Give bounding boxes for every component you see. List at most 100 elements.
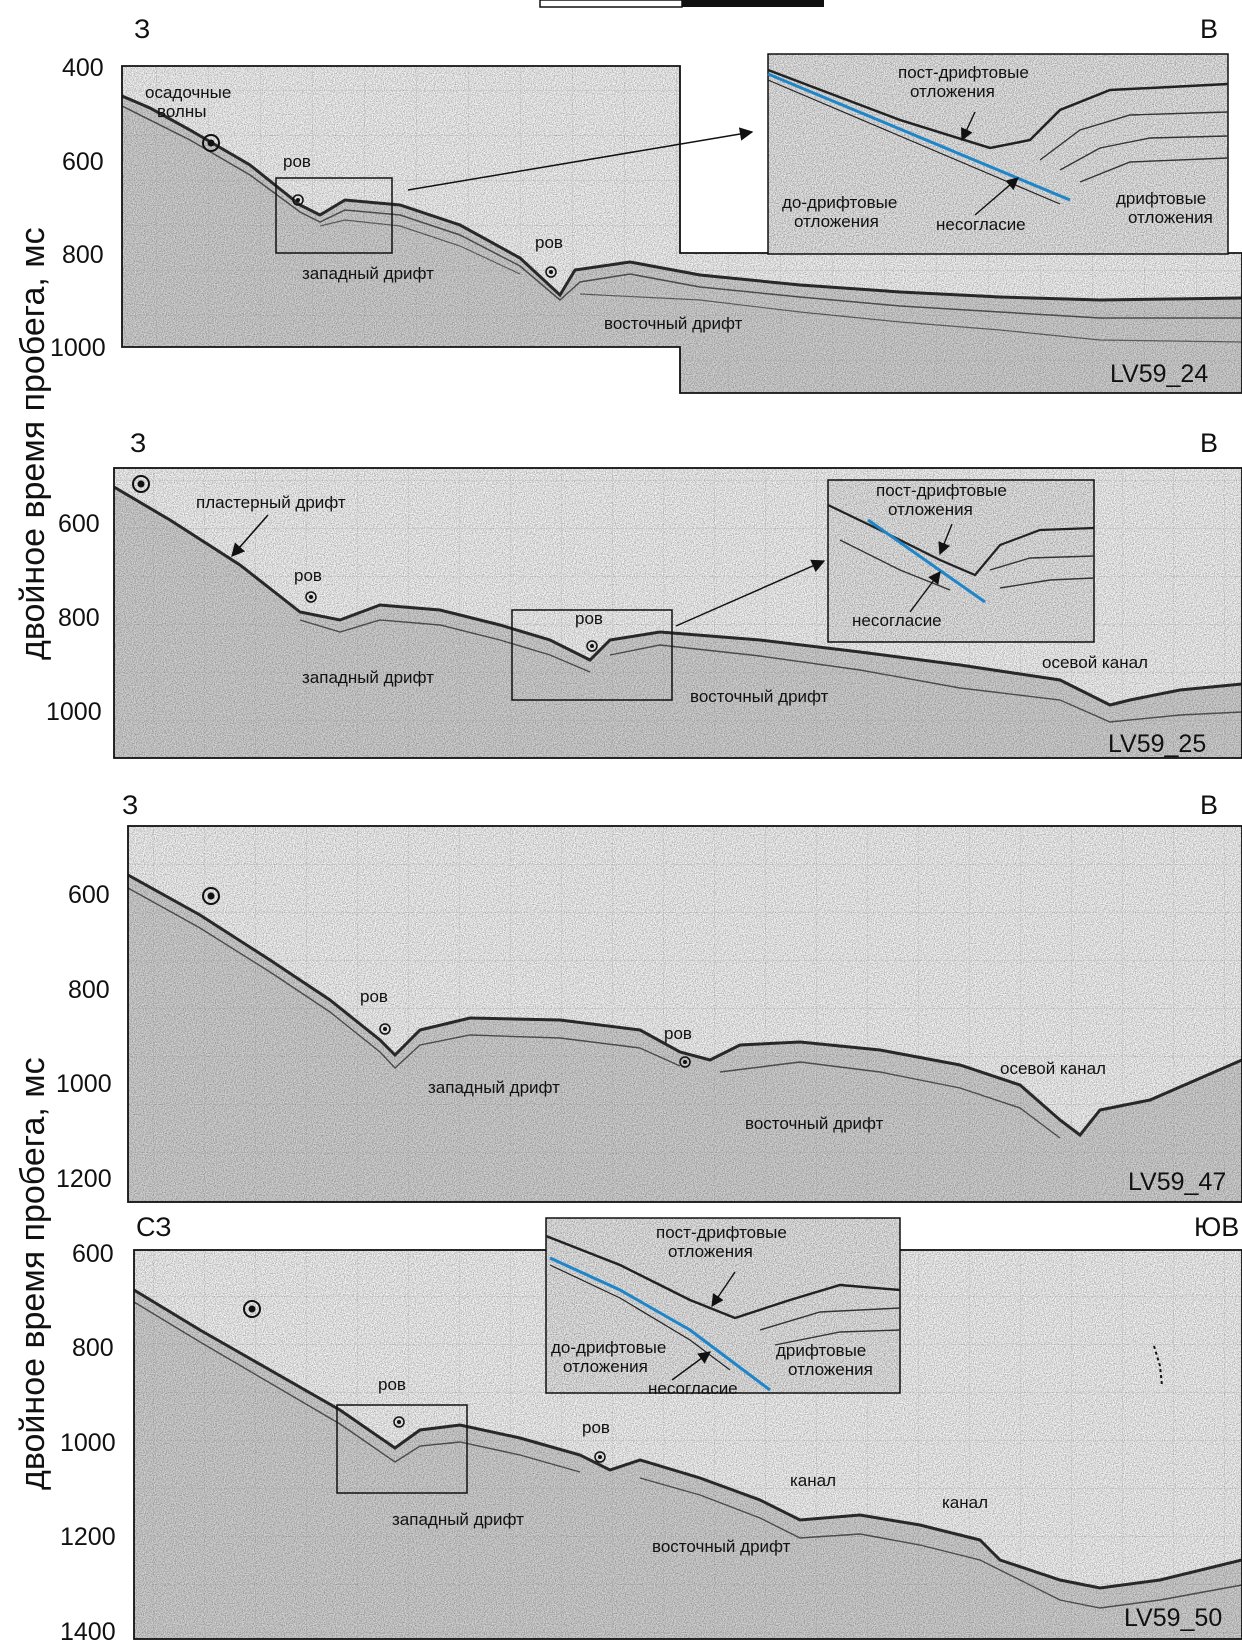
tick-1000: 1000 [60, 1429, 116, 1457]
zoom-arrow [675, 559, 826, 627]
label-moat-2: ров [664, 1024, 692, 1043]
target-icon-small-dot [683, 1060, 687, 1064]
direction-west: З [134, 14, 150, 44]
tick-800: 800 [62, 241, 104, 269]
scale-bar [539, 0, 824, 8]
zoom-arrow [407, 127, 754, 191]
direction-east: В [1200, 428, 1218, 458]
target-icon [202, 134, 220, 152]
label-west-drift: западный дрифт [428, 1078, 560, 1097]
tick-800: 800 [68, 976, 110, 1004]
target-icon-small-dot [598, 1455, 602, 1459]
label-plaster-drift: пластерный дрифт [196, 493, 346, 512]
panel-lv59-50: СЗ ЮВ 600 800 1000 1200 1400 ров ров зап… [60, 1212, 1242, 1644]
target-icon-small [305, 591, 317, 603]
tick-600: 600 [62, 148, 104, 176]
inset-label-drift: дрифтовые отложения [1116, 189, 1213, 227]
target-icon-dot [207, 139, 215, 147]
panel-lv59-47: З В 600 800 1000 1200 ров ров западный д… [56, 790, 1242, 1203]
label-moat-1: ров [283, 152, 311, 171]
tick-1000: 1000 [46, 698, 102, 726]
inset-label-pre: до-дрифтовые отложения [551, 1338, 666, 1376]
inset-label-drift: дрифтовые отложения [776, 1341, 873, 1379]
label-line: отложения [888, 500, 973, 519]
label-channel-2: канал [942, 1493, 988, 1512]
unconformity-line [867, 518, 986, 604]
panel-lv59-24: З В 400 600 800 1000 осадочные волны ров… [50, 14, 1242, 394]
inset-label-unconformity: несогласие [936, 215, 1026, 234]
y-axis-label-top: двойное время пробега, мс [14, 227, 52, 660]
target-icon-small [679, 1056, 691, 1068]
target-icon-dot [207, 892, 215, 900]
label-line: отложения [910, 82, 995, 101]
label-line: отложения [668, 1242, 753, 1261]
tick-400: 400 [62, 54, 104, 82]
target-icon-dot [248, 1305, 256, 1313]
label-moat-2: ров [575, 609, 603, 628]
inset-lv59-25: пост-дрифтовые отложения несогласие [827, 479, 1095, 643]
label-east-drift: восточный дрифт [652, 1537, 791, 1556]
y-axis-label-bottom: двойное время пробега, мс [14, 1057, 52, 1490]
target-icon [243, 1300, 261, 1318]
unconformity-line [549, 1256, 771, 1392]
inset-label-post: пост-дрифтовые отложения [876, 481, 1007, 519]
inset-label-post-text: пост-дрифтовые [656, 1223, 787, 1242]
zoom-box [511, 609, 673, 701]
direction-east: В [1200, 14, 1218, 44]
label-east-drift: восточный дрифт [604, 314, 743, 333]
direction-west: З [122, 790, 138, 820]
profile-name: LV59_24 [1110, 360, 1208, 388]
inset-label-unconformity: несогласие [852, 611, 942, 630]
target-icon-small-dot [383, 1027, 387, 1031]
tick-1400: 1400 [60, 1618, 116, 1644]
target-icon-dot [137, 480, 145, 488]
inset-lv59-24: пост-дрифтовые отложения до-дрифтовые отло… [767, 53, 1229, 255]
target-icon-small [594, 1451, 606, 1463]
tick-1000: 1000 [56, 1070, 112, 1098]
label-line: отложения [1128, 208, 1213, 227]
profile-name: LV59_50 [1124, 1604, 1222, 1632]
target-icon-small [393, 1416, 405, 1428]
inset-label-post: пост-дрифтовые отложения [656, 1223, 787, 1261]
target-icon-small-dot [397, 1420, 401, 1424]
label-east-drift: восточный дрифт [690, 687, 829, 706]
label-moat-2: ров [535, 233, 563, 252]
tick-600: 600 [72, 1240, 114, 1268]
target-icon [132, 475, 150, 493]
target-icon-small-dot [590, 644, 594, 648]
label-sediment-waves-text: осадочные [145, 83, 231, 102]
tick-1200: 1200 [56, 1165, 112, 1193]
label-moat-2: ров [582, 1418, 610, 1437]
panel-lv59-25: З В 600 800 1000 пластерный дрифт ров ро… [46, 428, 1242, 759]
label-moat-1: ров [294, 566, 322, 585]
tick-600: 600 [68, 881, 110, 909]
inset-label-pre: до-дрифтовые отложения [782, 193, 897, 231]
target-icon-small [545, 266, 557, 278]
inset-label-post-text: пост-дрифтовые [898, 63, 1029, 82]
tick-600: 600 [58, 510, 100, 538]
inset-lv59-50: пост-дрифтовые отложения до-дрифтовые отло… [545, 1217, 901, 1398]
target-icon [202, 887, 220, 905]
label-moat-1: ров [378, 1375, 406, 1394]
target-icon-small [292, 194, 304, 206]
label-west-drift: западный дрифт [392, 1510, 524, 1529]
tick-800: 800 [72, 1334, 114, 1362]
tick-800: 800 [58, 604, 100, 632]
inset-label-post: пост-дрифтовые отложения [898, 63, 1029, 101]
label-line: волны [157, 102, 206, 121]
tick-1200: 1200 [60, 1523, 116, 1551]
direction-northwest: СЗ [136, 1212, 172, 1242]
direction-east: В [1200, 790, 1218, 820]
label-axial-channel: осевой канал [1042, 653, 1148, 672]
direction-west: З [130, 428, 146, 458]
target-icon-small-dot [296, 198, 300, 202]
profile-name: LV59_47 [1128, 1168, 1226, 1196]
target-icon-small [586, 640, 598, 652]
zoom-box [275, 177, 393, 254]
tick-1000: 1000 [50, 334, 106, 362]
target-icon-small-dot [309, 595, 313, 599]
inset-label-unconformity: несогласие [648, 1379, 738, 1398]
label-west-drift: западный дрифт [302, 264, 434, 283]
label-sediment-waves: осадочные волны [145, 83, 236, 121]
